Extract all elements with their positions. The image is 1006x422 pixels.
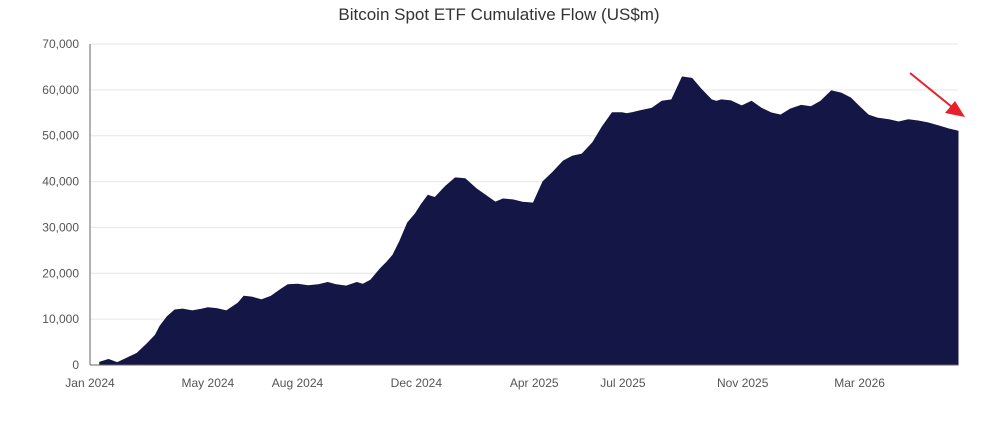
y-tick-label: 50,000: [42, 129, 79, 143]
x-tick-label: Aug 2024: [272, 376, 324, 390]
axes: 0 10,000 20,000 30,000 40,000 50,000 60,000 70,…: [42, 37, 958, 390]
y-tick-label: 70,000: [42, 37, 79, 51]
y-tick-label: 0: [72, 358, 79, 372]
x-tick-label: Apr 2025: [510, 376, 559, 390]
annotation: [909, 72, 965, 117]
chart-title: Bitcoin Spot ETF Cumulative Flow (US$m): [338, 5, 659, 24]
cumulative-flow-area: [99, 76, 959, 366]
area-series: [99, 76, 959, 366]
x-tick-label: Jan 2024: [65, 376, 115, 390]
y-tick-label: 10,000: [42, 312, 79, 326]
trend-arrow-shaft: [909, 72, 953, 108]
y-tick-label: 40,000: [42, 175, 79, 189]
trend-arrow-head: [945, 101, 965, 117]
x-tick-label: May 2024: [182, 376, 235, 390]
x-tick-label: Jul 2025: [600, 376, 646, 390]
y-tick-label: 60,000: [42, 83, 79, 97]
y-tick-label: 20,000: [42, 266, 79, 280]
x-tick-label: Dec 2024: [391, 376, 443, 390]
x-tick-label: Mar 2026: [834, 376, 885, 390]
x-tick-label: Nov 2025: [717, 376, 769, 390]
y-tick-label: 30,000: [42, 220, 79, 234]
